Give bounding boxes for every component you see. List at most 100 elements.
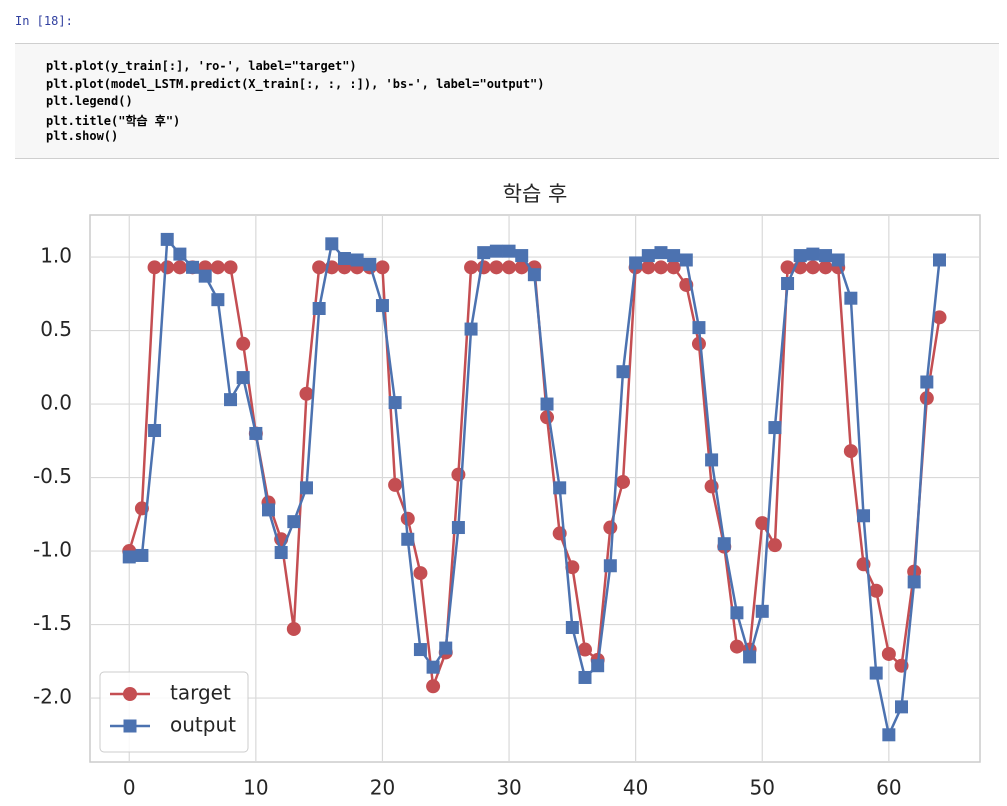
marker (691, 336, 706, 351)
marker (653, 260, 668, 275)
marker (540, 397, 554, 411)
marker (553, 481, 567, 495)
marker (730, 606, 744, 620)
marker (249, 426, 263, 440)
marker (932, 253, 946, 267)
marker (692, 321, 706, 335)
marker (312, 301, 326, 315)
marker (375, 260, 390, 275)
marker (211, 293, 225, 307)
y-tick-label: -2.0 (33, 685, 72, 709)
marker (705, 453, 719, 467)
marker (629, 256, 643, 270)
x-tick-label: 0 (123, 776, 136, 800)
plot-area (89, 214, 981, 763)
chart: 학습 후 -2.0 -1.5 -1.0 -0.5 0.0 0.5 1.0 0 10 20 30 40 5… (33, 182, 981, 800)
marker (780, 260, 795, 275)
y-tick-label: 0.5 (40, 317, 72, 341)
marker (514, 260, 529, 275)
marker (844, 291, 858, 305)
marker (388, 396, 402, 410)
marker (135, 548, 149, 562)
marker (489, 244, 503, 258)
marker (654, 246, 668, 260)
marker (451, 521, 465, 535)
x-tick-label: 10 (243, 776, 268, 800)
marker (401, 532, 415, 546)
y-tick-label: -1.5 (33, 611, 72, 635)
marker (375, 299, 389, 313)
marker (515, 249, 529, 263)
marker (477, 246, 491, 260)
code-line: plt.show() (46, 129, 119, 143)
x-tick-label: 20 (370, 776, 395, 800)
marker (173, 247, 187, 261)
marker (262, 503, 276, 517)
marker (274, 546, 288, 560)
marker (236, 371, 250, 385)
x-tick-label: 50 (750, 776, 775, 800)
marker (932, 310, 947, 325)
marker (768, 421, 782, 435)
marker (426, 660, 440, 674)
marker (591, 659, 605, 673)
marker (565, 560, 580, 575)
x-tick-label: 30 (496, 776, 521, 800)
marker (299, 386, 314, 401)
code-line: plt.plot(y_train[:], 'ro-', label="targe… (46, 59, 357, 73)
marker (287, 515, 301, 529)
y-tick-label: 1.0 (40, 244, 72, 268)
marker (464, 322, 478, 336)
marker (578, 670, 592, 684)
marker (148, 424, 162, 438)
marker (717, 537, 731, 551)
marker (210, 260, 225, 275)
marker (806, 247, 820, 261)
marker (805, 260, 820, 275)
marker (502, 244, 516, 258)
marker (464, 260, 479, 275)
marker (920, 375, 934, 389)
marker (122, 550, 136, 564)
marker (857, 509, 871, 523)
marker (123, 687, 137, 701)
marker (881, 646, 896, 661)
marker (123, 719, 137, 733)
marker (439, 641, 453, 655)
marker (615, 474, 630, 489)
marker (476, 260, 491, 275)
y-tick-label: -0.5 (33, 464, 72, 488)
marker (236, 336, 251, 351)
marker (755, 516, 770, 531)
x-tick-label: 40 (623, 776, 648, 800)
marker (502, 260, 517, 275)
marker (350, 253, 364, 267)
y-tick-label: -1.0 (33, 538, 72, 562)
marker (160, 260, 175, 275)
marker (565, 620, 579, 634)
marker (869, 666, 883, 680)
marker (224, 393, 238, 407)
legend-label: target (170, 681, 231, 705)
marker (400, 511, 415, 526)
marker (819, 249, 833, 263)
legend: target output (99, 671, 249, 753)
marker (843, 444, 858, 459)
marker (641, 249, 655, 263)
y-tick-label: 0.0 (40, 391, 72, 415)
code-line: plt.plot(model_LSTM.predict(X_train[:, :… (46, 76, 545, 91)
code-line: plt.legend() (46, 94, 133, 108)
legend-label: output (170, 713, 236, 737)
marker (198, 269, 212, 283)
code-cell[interactable]: plt.plot(y_train[:], 'ro-', label="targe… (15, 43, 999, 159)
marker (160, 232, 174, 246)
legend-box (99, 671, 249, 753)
marker (413, 566, 428, 581)
marker (489, 260, 504, 275)
marker (186, 260, 200, 274)
marker (286, 621, 301, 636)
marker (831, 253, 845, 267)
marker (869, 583, 884, 598)
marker (907, 575, 921, 589)
